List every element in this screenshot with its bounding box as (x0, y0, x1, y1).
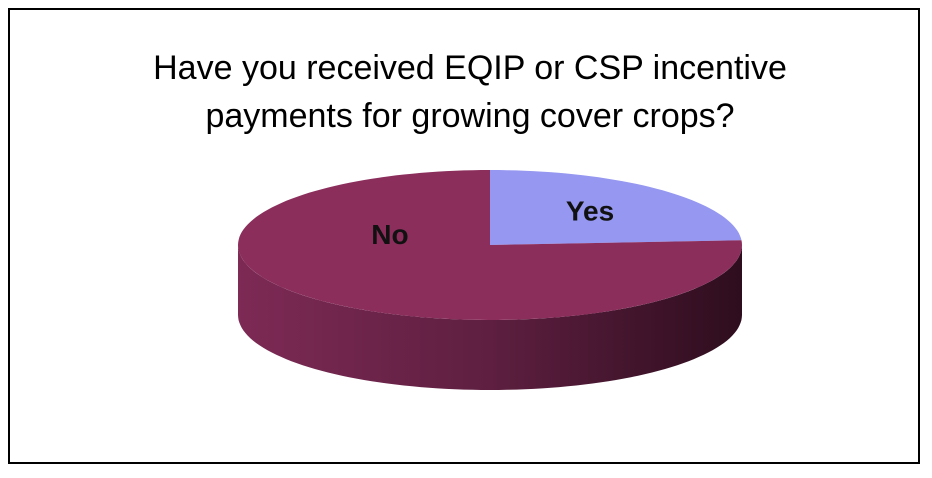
chart-title: Have you received EQIP or CSP incentive … (153, 49, 787, 135)
pie-side (238, 245, 742, 390)
slice-label: No (371, 219, 408, 250)
pie-slice (238, 170, 742, 320)
slice-label: Yes (566, 196, 614, 227)
pie-slice (490, 170, 742, 245)
chart-frame (8, 8, 920, 464)
